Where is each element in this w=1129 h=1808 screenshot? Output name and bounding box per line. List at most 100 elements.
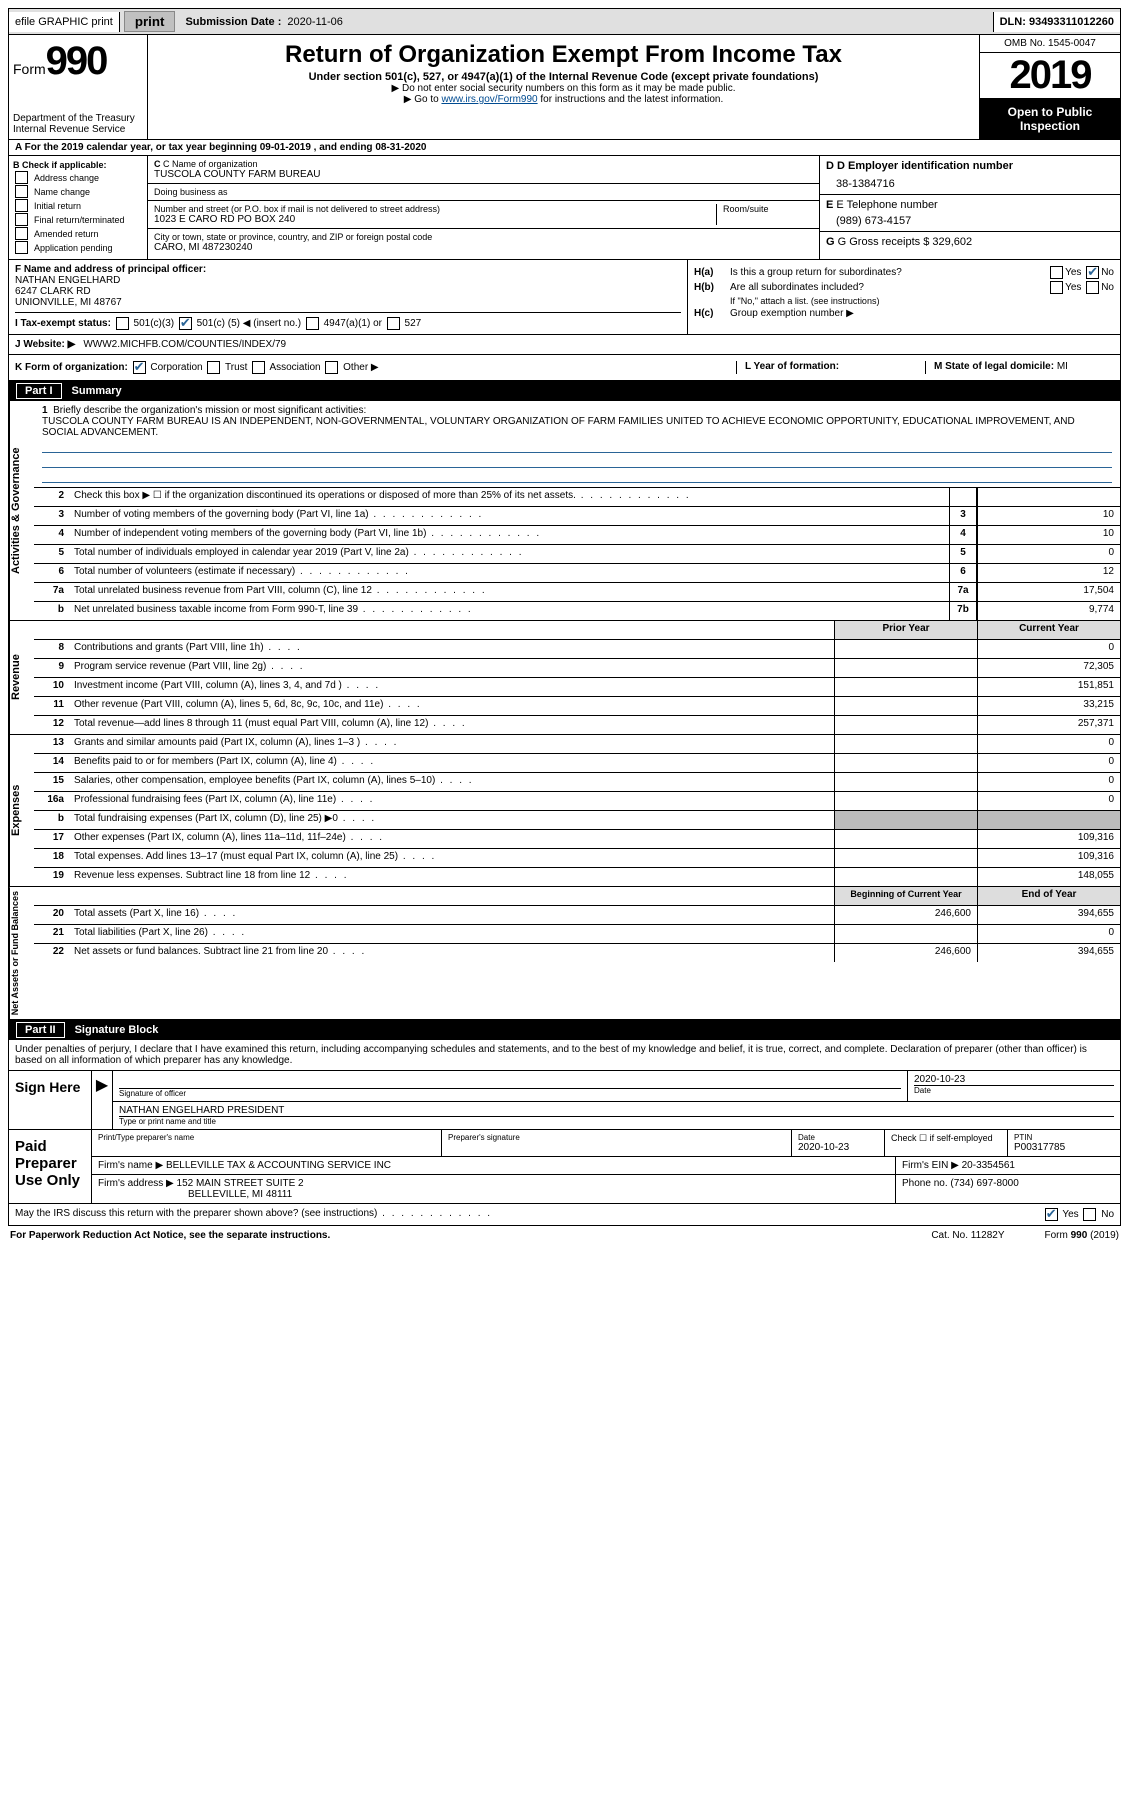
submission-date-label: Submission Date : <box>179 16 287 28</box>
firm-phone: (734) 697-8000 <box>950 1178 1018 1189</box>
section-net-assets: Net Assets or Fund Balances Beginning of… <box>8 887 1121 1020</box>
top-bar: efile GRAPHIC print print Submission Dat… <box>8 8 1121 35</box>
chk-4947[interactable] <box>306 317 319 330</box>
colb-label-0: Address change <box>34 173 99 183</box>
colb-chk-1[interactable] <box>15 185 28 198</box>
revenue-header: Prior Year Current Year <box>34 621 1120 640</box>
note-ssn: ▶ Do not enter social security numbers o… <box>156 83 971 94</box>
note-link: ▶ Go to www.irs.gov/Form990 for instruct… <box>156 94 971 105</box>
form-title: Return of Organization Exempt From Incom… <box>156 41 971 69</box>
amount-line: bTotal fundraising expenses (Part IX, co… <box>34 811 1120 830</box>
website-value: WWW2.MICHFB.COM/COUNTIES/INDEX/79 <box>83 339 286 350</box>
print-button[interactable]: print <box>124 11 176 32</box>
discuss-yes[interactable] <box>1045 1208 1058 1221</box>
col-m-state: M State of legal domicile: MI <box>925 361 1114 374</box>
amount-line: 19Revenue less expenses. Subtract line 1… <box>34 868 1120 886</box>
colb-chk-0[interactable] <box>15 171 28 184</box>
officer-addr1: 6247 CLARK RD <box>15 286 681 297</box>
row-a-tax-year: A For the 2019 calendar year, or tax yea… <box>8 140 1121 156</box>
chk-corp[interactable] <box>133 361 146 374</box>
amount-line: 13Grants and similar amounts paid (Part … <box>34 735 1120 754</box>
row-fh: F Name and address of principal officer:… <box>8 260 1121 335</box>
colb-chk-5[interactable] <box>15 241 28 254</box>
discuss-no[interactable] <box>1083 1208 1096 1221</box>
row-klm: K Form of organization: Corporation Trus… <box>8 355 1121 381</box>
efile-label: efile GRAPHIC print <box>9 12 120 32</box>
officer-print-name: NATHAN ENGELHARD PRESIDENT <box>119 1105 1114 1116</box>
chk-other[interactable] <box>325 361 338 374</box>
gov-line: 3Number of voting members of the governi… <box>34 507 1120 526</box>
phone-value: (989) 673-4157 <box>826 211 1114 227</box>
open-public: Open to Public Inspection <box>980 99 1120 139</box>
city-value: CARO, MI 487230240 <box>154 242 813 253</box>
section-revenue: Revenue Prior Year Current Year 8Contrib… <box>8 621 1121 735</box>
col-b-checkboxes: B Check if applicable: Address change Nam… <box>9 156 148 259</box>
section-governance: Activities & Governance 1 Briefly descri… <box>8 401 1121 621</box>
colb-chk-2[interactable] <box>15 199 28 212</box>
chk-501c[interactable] <box>179 317 192 330</box>
colb-chk-3[interactable] <box>15 213 28 226</box>
ha-yes[interactable] <box>1050 266 1063 279</box>
col-b-title: B Check if applicable: <box>13 160 143 170</box>
sig-intro: Under penalties of perjury, I declare th… <box>9 1040 1120 1070</box>
amount-line: 20Total assets (Part X, line 16)246,6003… <box>34 906 1120 925</box>
chk-501c3[interactable] <box>116 317 129 330</box>
colb-label-2: Initial return <box>34 201 81 211</box>
ha-text: Is this a group return for subordinates? <box>730 267 902 278</box>
hb-text: Are all subordinates included? <box>730 282 864 293</box>
gov-line: 7aTotal unrelated business revenue from … <box>34 583 1120 602</box>
amount-line: 12Total revenue—add lines 8 through 11 (… <box>34 716 1120 734</box>
ein-label: D D Employer identification number <box>826 160 1114 172</box>
chk-trust[interactable] <box>207 361 220 374</box>
mission-box: 1 Briefly describe the organization's mi… <box>34 401 1120 488</box>
chk-assoc[interactable] <box>252 361 265 374</box>
gov-line: 6Total number of volunteers (estimate if… <box>34 564 1120 583</box>
col-c: C C Name of organization TUSCOLA COUNTY … <box>148 156 819 259</box>
amount-line: 17Other expenses (Part IX, column (A), l… <box>34 830 1120 849</box>
side-net: Net Assets or Fund Balances <box>9 887 34 1019</box>
gov-line: bNet unrelated business taxable income f… <box>34 602 1120 620</box>
colb-label-3: Final return/terminated <box>34 215 125 225</box>
col-k-formorg: K Form of organization: Corporation Trus… <box>15 361 736 374</box>
gov-line: 4Number of independent voting members of… <box>34 526 1120 545</box>
ein-value: 38-1384716 <box>826 172 1114 190</box>
gross-label: G Gross receipts $ <box>838 236 930 248</box>
row-j-website: J Website: ▶ WWW2.MICHFB.COM/COUNTIES/IN… <box>8 335 1121 355</box>
irs-link[interactable]: www.irs.gov/Form990 <box>441 94 537 105</box>
header-mid: Return of Organization Exempt From Incom… <box>148 35 979 139</box>
phone-label: E E Telephone number <box>826 199 1114 211</box>
footer-left: For Paperwork Reduction Act Notice, see … <box>10 1230 330 1241</box>
part2-header: Part II Signature Block <box>8 1020 1121 1040</box>
gov-line: 2Check this box ▶ ☐ if the organization … <box>34 488 1120 507</box>
hb-note: If "No," attach a list. (see instruction… <box>694 296 1114 306</box>
officer-addr2: UNIONVILLE, MI 48767 <box>15 297 681 308</box>
paid-preparer-label: Paid Preparer Use Only <box>9 1130 92 1203</box>
amount-line: 21Total liabilities (Part X, line 26)0 <box>34 925 1120 944</box>
sig-date: 2020-10-23 <box>914 1074 1114 1085</box>
officer-name: NATHAN ENGELHARD <box>15 275 681 286</box>
firm-ein: 20-3354561 <box>962 1160 1015 1171</box>
colb-label-1: Name change <box>34 187 90 197</box>
omb-number: OMB No. 1545-0047 <box>980 35 1120 53</box>
dba-label: Doing business as <box>154 187 813 197</box>
header-right: OMB No. 1545-0047 2019 Open to Public In… <box>979 35 1120 139</box>
amount-line: 16aProfessional fundraising fees (Part I… <box>34 792 1120 811</box>
org-name: TUSCOLA COUNTY FARM BUREAU <box>154 169 813 180</box>
sig-date-label: Date <box>914 1085 1114 1095</box>
hc-text: Group exemption number ▶ <box>730 308 854 319</box>
form-number: 990 <box>46 39 107 83</box>
paid-preparer-row: Paid Preparer Use Only Print/Type prepar… <box>9 1129 1120 1203</box>
colb-chk-4[interactable] <box>15 227 28 240</box>
col-f-officer: F Name and address of principal officer:… <box>9 260 688 334</box>
amount-line: 18Total expenses. Add lines 13–17 (must … <box>34 849 1120 868</box>
hb-yes[interactable] <box>1050 281 1063 294</box>
colb-label-4: Amended return <box>34 229 99 239</box>
page-footer: For Paperwork Reduction Act Notice, see … <box>8 1226 1121 1245</box>
section-expenses: Expenses 13Grants and similar amounts pa… <box>8 735 1121 887</box>
footer-right: Form 990 (2019) <box>1045 1230 1119 1241</box>
hb-no[interactable] <box>1086 281 1099 294</box>
chk-527[interactable] <box>387 317 400 330</box>
ha-no[interactable] <box>1086 266 1099 279</box>
footer-mid: Cat. No. 11282Y <box>931 1230 1004 1241</box>
officer-print-label: Type or print name and title <box>119 1116 1114 1126</box>
